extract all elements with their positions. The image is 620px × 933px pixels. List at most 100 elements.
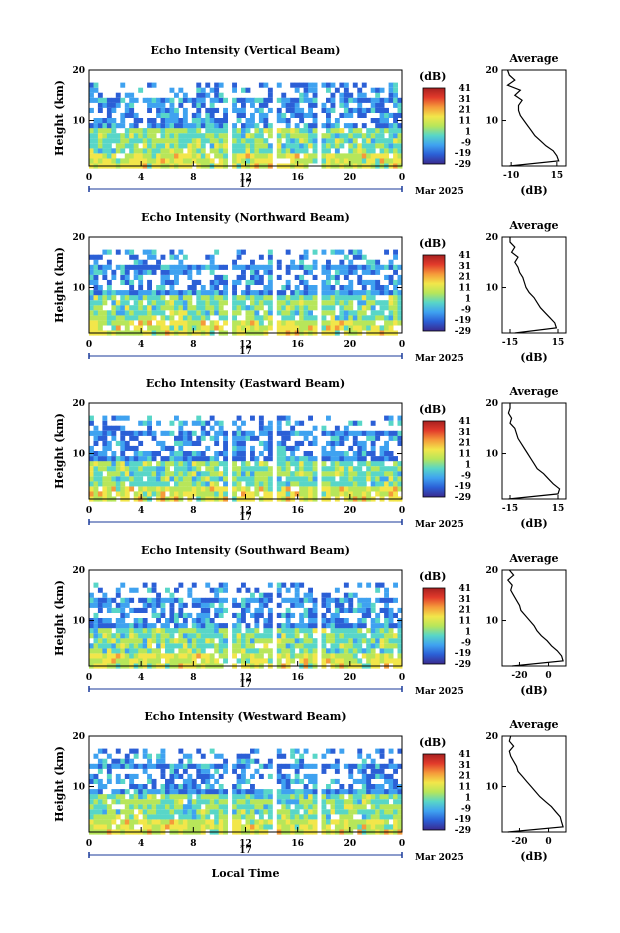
heatmap-cell (147, 789, 152, 795)
heatmap-cell (209, 259, 215, 265)
heatmap-cell (352, 643, 358, 649)
heatmap-cell (384, 628, 389, 634)
heatmap-cell (232, 138, 237, 144)
heatmap-cell (147, 486, 152, 492)
heatmap-cell (258, 133, 264, 139)
heatmap-cell (200, 623, 206, 629)
heatmap-cell (111, 274, 117, 280)
heatmap-cell (93, 264, 99, 270)
heatmap-cell (361, 456, 367, 462)
heatmap-cell (120, 582, 126, 588)
heatmap-cell (102, 128, 108, 134)
heatmap-cell (357, 264, 363, 270)
heatmap-cell (182, 789, 188, 795)
heatmap-cell (133, 773, 139, 779)
heatmap-cell (357, 623, 363, 629)
heatmap-cell (245, 789, 251, 795)
panel-4: Echo Intensity (Southward Beam)2010Heigh… (53, 544, 567, 697)
heatmap-cell (156, 638, 161, 644)
heatmap-cell (133, 753, 139, 759)
heatmap-cell (379, 264, 385, 270)
heatmap-cell (169, 254, 175, 260)
heatmap-cell (250, 628, 255, 634)
heatmap-cell (312, 259, 318, 265)
heatmap-cell (299, 315, 305, 321)
heatmap-cell (97, 153, 103, 159)
heatmap-cell (245, 138, 251, 144)
heatmap-cell (89, 274, 94, 280)
heatmap-cell (214, 279, 220, 285)
heatmap-cell (102, 592, 108, 598)
heatmap-cell (343, 476, 349, 482)
heatmap-cell (366, 133, 372, 139)
heatmap-cell (93, 809, 99, 815)
heatmap-cell (97, 254, 103, 260)
heatmap-cell (111, 653, 117, 659)
heatmap-cell (142, 133, 148, 139)
heatmap-cell (393, 310, 398, 316)
heatmap-cell (169, 315, 175, 321)
heatmap-cell (330, 274, 336, 280)
heatmap-cell (187, 305, 193, 311)
heatmap-cell (151, 102, 157, 108)
colorbar-tick-label: -29 (455, 327, 471, 337)
heatmap-cell (106, 310, 112, 316)
heatmap-cell (97, 607, 103, 613)
heatmap-cell (182, 420, 188, 426)
heatmap-cell (165, 430, 170, 436)
heatmap-cell (370, 763, 376, 769)
heatmap-cell (384, 778, 389, 784)
heatmap-cell (348, 784, 354, 790)
heatmap-cell (102, 123, 108, 129)
heatmap-cell (379, 143, 385, 149)
heatmap-cell (370, 819, 376, 825)
heatmap-cell (196, 269, 202, 275)
heatmap-cell (348, 773, 354, 779)
heatmap-cell (236, 799, 242, 805)
heatmap-cell (263, 819, 269, 825)
heatmap-cell (89, 658, 94, 664)
heatmap-cell (366, 158, 372, 164)
heatmap-cell (191, 451, 197, 457)
heatmap-cell (111, 148, 117, 154)
heatmap-cell (370, 158, 376, 164)
heatmap-cell (165, 794, 170, 800)
heatmap-cell (397, 799, 403, 805)
colorbar (422, 87, 446, 165)
heatmap-cell (89, 128, 94, 134)
heatmap-cell (330, 430, 336, 436)
heatmap-cell (254, 274, 260, 280)
profile-frame (501, 402, 567, 500)
heatmap-cell (393, 118, 398, 124)
heatmap-cell (397, 274, 403, 280)
heatmap-cell (330, 300, 336, 306)
heatmap-cell (330, 819, 336, 825)
heatmap-cell (93, 143, 99, 149)
heatmap-cell (361, 794, 367, 800)
heatmap-cell (102, 456, 108, 462)
heatmap-cell (339, 471, 345, 477)
heatmap-cell (250, 491, 255, 497)
heatmap-cell (187, 269, 193, 275)
heatmap-cell (106, 320, 112, 326)
heatmap-cell (147, 430, 152, 436)
heatmap-cell (106, 653, 112, 659)
heatmap-cell (241, 451, 246, 457)
heatmap-cell (209, 143, 215, 149)
heatmap-cell (241, 638, 246, 644)
heatmap-cell (142, 128, 148, 134)
heatmap-cell (375, 158, 381, 164)
heatmap-cell (124, 300, 130, 306)
heatmap-cell (223, 491, 228, 497)
heatmap-cell (258, 592, 264, 598)
heatmap-cell (312, 300, 318, 306)
heatmap-cell (303, 143, 309, 149)
heatmap-cell (174, 789, 179, 795)
heatmap-cell (370, 153, 376, 159)
heatmap-cell (97, 824, 103, 830)
heatmap-cell (106, 102, 112, 108)
heatmap-cell (254, 628, 260, 634)
heatmap-cell (348, 643, 354, 649)
heatmap-cell (218, 300, 224, 306)
colorbar-tick-label: -9 (461, 471, 471, 481)
